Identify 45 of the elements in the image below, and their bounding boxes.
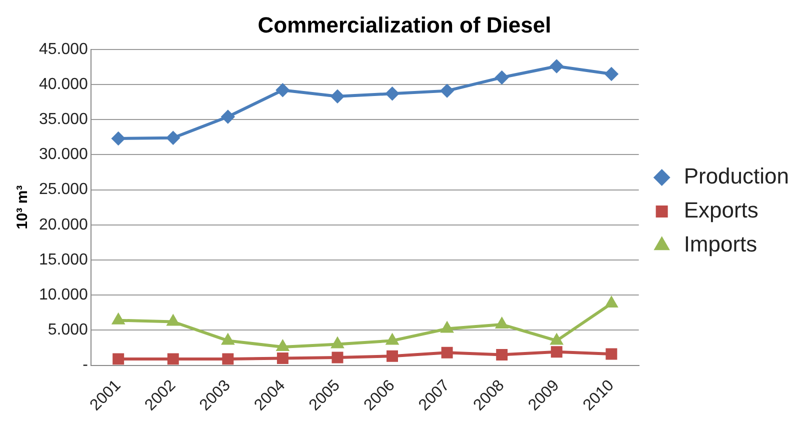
point <box>550 346 562 358</box>
point <box>386 87 399 100</box>
chart-title: Commercialization of Diesel <box>258 12 552 38</box>
point <box>332 338 344 348</box>
point <box>496 318 508 329</box>
point <box>441 322 453 333</box>
point <box>222 334 234 345</box>
point <box>440 84 454 98</box>
point <box>112 314 124 324</box>
point <box>386 334 398 345</box>
point <box>606 296 618 308</box>
y-tick-label: 35.000 <box>39 110 88 128</box>
point <box>222 353 234 365</box>
point <box>221 110 234 124</box>
y-tick-label: - <box>82 356 88 374</box>
y-tick-label: 45.000 <box>39 40 88 58</box>
point <box>276 340 289 352</box>
y-tick-label: 15.000 <box>39 251 88 268</box>
y-tick-label: 40.000 <box>39 76 88 93</box>
legend-label: Exports <box>684 198 758 223</box>
point <box>604 67 618 80</box>
point <box>550 334 562 345</box>
legend-label: Production <box>684 164 790 189</box>
y-tick-label: 25.000 <box>39 181 88 198</box>
point <box>276 84 290 97</box>
y-tick-label: 10.000 <box>39 286 88 304</box>
point <box>276 352 288 364</box>
point <box>550 60 564 73</box>
y-tick-label: 5.000 <box>48 322 88 339</box>
point <box>495 70 508 84</box>
point <box>386 350 398 362</box>
point <box>496 348 508 360</box>
point <box>330 90 344 103</box>
point <box>441 346 453 358</box>
point <box>112 353 124 365</box>
point <box>112 132 125 146</box>
legend-label: Imports <box>684 232 758 257</box>
y-tick-label: 20.000 <box>39 216 88 234</box>
y-axis-title: 10³ m³ <box>14 185 32 230</box>
point <box>606 348 618 360</box>
y-tick-label: 30.000 <box>39 146 88 164</box>
point <box>332 352 344 364</box>
point <box>167 315 179 326</box>
point <box>167 353 179 365</box>
point <box>166 131 180 144</box>
